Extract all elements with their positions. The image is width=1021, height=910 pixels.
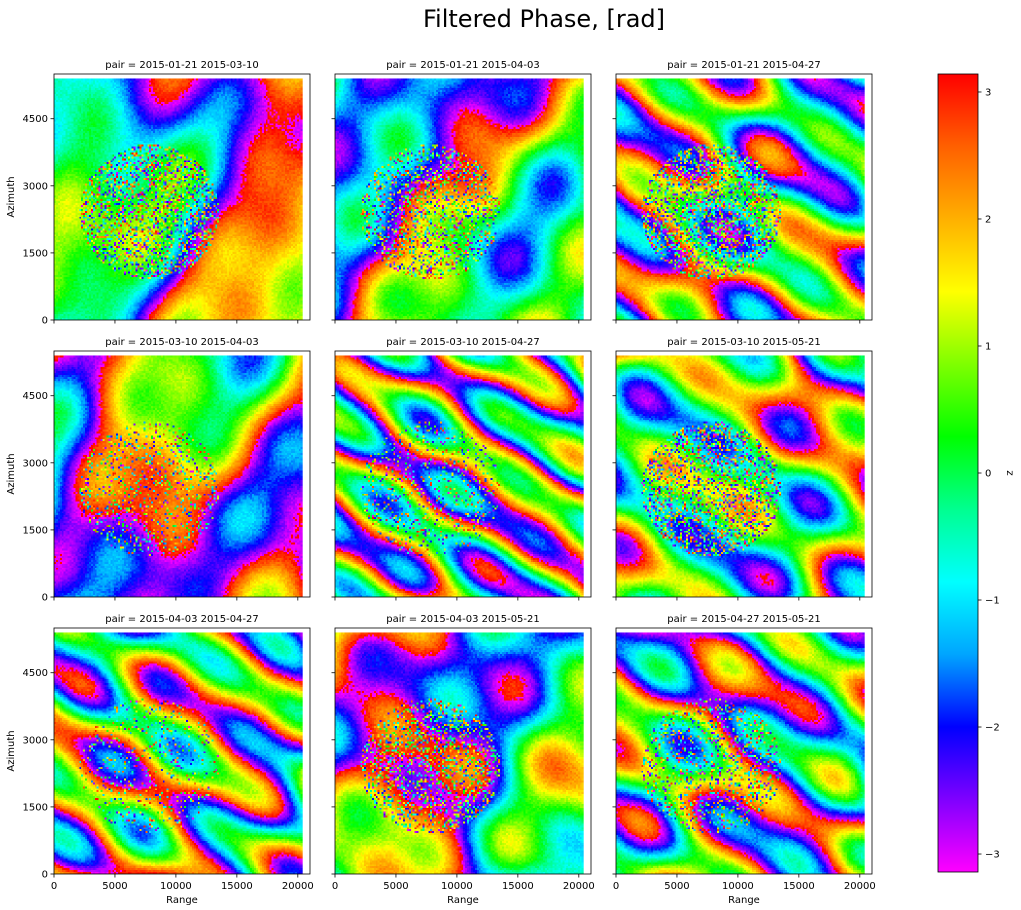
- y-tick-label: 1500: [23, 802, 48, 813]
- x-axis-label: Range: [166, 895, 198, 906]
- y-tick-label: 3000: [23, 181, 48, 192]
- panel-grid: pair = 2015-01-21 2015-03-10 0 1500 3000 450…: [6, 60, 876, 906]
- x-tick-label: 15000: [502, 881, 534, 892]
- panel: pair = 2015-04-27 2015-05-21 0 5000 10000 15…: [612, 614, 876, 906]
- x-tick-label: 20000: [563, 881, 595, 892]
- y-tick-label: 3000: [23, 458, 48, 469]
- panel-title: pair = 2015-03-10 2015-04-03: [105, 337, 259, 348]
- phase-heatmap-image: [335, 632, 584, 874]
- axes-frame: [334, 73, 592, 321]
- axes-frame: [615, 73, 873, 321]
- panel-title: pair = 2015-04-03 2015-05-21: [386, 614, 540, 625]
- panel-title: pair = 2015-01-21 2015-04-27: [667, 60, 821, 71]
- phase-heatmap-image: [54, 78, 303, 320]
- phase-heatmap-image: [616, 78, 865, 320]
- y-tick-label: 0: [42, 870, 48, 881]
- axes-frame: [53, 73, 311, 321]
- y-tick-label: 0: [42, 316, 48, 327]
- axes-frame: [615, 627, 873, 875]
- x-tick-label: 0: [332, 881, 338, 892]
- colorbar-tick-label: −2: [985, 723, 1000, 734]
- y-tick-label: 0: [42, 593, 48, 604]
- panel: pair = 2015-03-10 2015-04-03 0 1500 3000 450…: [6, 337, 311, 604]
- colorbar-tick-label: 0: [985, 469, 991, 480]
- x-tick-label: 0: [613, 881, 619, 892]
- x-tick-label: 0: [51, 881, 57, 892]
- colorbar-tick-label: 2: [985, 214, 991, 225]
- y-axis-label: Azimuth: [6, 453, 17, 494]
- colorbar: −3 −2 −1 0 1 2 3 z: [937, 73, 1015, 873]
- phase-heatmap-image: [54, 632, 303, 874]
- phase-heatmap-image: [335, 78, 584, 320]
- panel-title: pair = 2015-01-21 2015-03-10: [105, 60, 259, 71]
- axes-frame: [334, 350, 592, 598]
- x-tick-label: 10000: [441, 881, 473, 892]
- phase-heatmap-image: [335, 355, 584, 597]
- panel-title: pair = 2015-04-03 2015-04-27: [105, 614, 259, 625]
- x-tick-label: 5000: [383, 881, 408, 892]
- x-tick-label: 20000: [282, 881, 314, 892]
- y-tick-label: 4500: [23, 668, 48, 679]
- colorbar-tick-label: −1: [985, 596, 1000, 607]
- colorbar-tick-label: 1: [985, 341, 991, 352]
- y-axis-label: Azimuth: [6, 730, 17, 771]
- phase-heatmap-image: [616, 632, 865, 874]
- y-tick-label: 1500: [23, 248, 48, 259]
- panel-title: pair = 2015-03-10 2015-04-27: [386, 337, 540, 348]
- y-tick-label: 4500: [23, 391, 48, 402]
- figure-title: Filtered Phase, [rad]: [423, 5, 665, 33]
- panel: pair = 2015-04-03 2015-05-21 0 5000 10000 15…: [331, 614, 595, 906]
- x-tick-label: 15000: [783, 881, 815, 892]
- axes-frame: [53, 627, 311, 875]
- x-tick-label: 20000: [844, 881, 876, 892]
- panel: pair = 2015-03-10 2015-05-21: [612, 337, 873, 601]
- x-tick-label: 5000: [102, 881, 127, 892]
- panel: pair = 2015-01-21 2015-04-27: [612, 60, 873, 324]
- y-tick-label: 3000: [23, 735, 48, 746]
- panel: pair = 2015-03-10 2015-04-27: [331, 337, 592, 601]
- x-tick-label: 10000: [160, 881, 192, 892]
- panel-title: pair = 2015-01-21 2015-04-03: [386, 60, 540, 71]
- x-tick-label: 10000: [722, 881, 754, 892]
- axes-frame: [334, 627, 592, 875]
- colorbar-label: z: [1004, 470, 1015, 475]
- colorbar-gradient: [937, 73, 979, 873]
- panel: pair = 2015-01-21 2015-04-03: [331, 60, 592, 324]
- panel: pair = 2015-04-03 2015-04-27 0 5000 10000 15…: [6, 614, 314, 906]
- x-tick-label: 15000: [221, 881, 253, 892]
- y-axis-label: Azimuth: [6, 176, 17, 217]
- x-tick-label: 5000: [664, 881, 689, 892]
- phase-heatmap-image: [54, 355, 303, 597]
- x-axis-label: Range: [728, 895, 760, 906]
- axes-frame: [615, 350, 873, 598]
- colorbar-tick-label: −3: [985, 850, 1000, 861]
- x-axis-label: Range: [447, 895, 479, 906]
- panel-title: pair = 2015-03-10 2015-05-21: [667, 337, 821, 348]
- y-tick-label: 1500: [23, 525, 48, 536]
- y-tick-label: 4500: [23, 114, 48, 125]
- panel-title: pair = 2015-04-27 2015-05-21: [667, 614, 821, 625]
- axes-frame: [53, 350, 311, 598]
- panel: pair = 2015-01-21 2015-03-10 0 1500 3000 450…: [6, 60, 311, 327]
- phase-heatmap-image: [616, 355, 865, 597]
- colorbar-tick-label: 3: [985, 87, 991, 98]
